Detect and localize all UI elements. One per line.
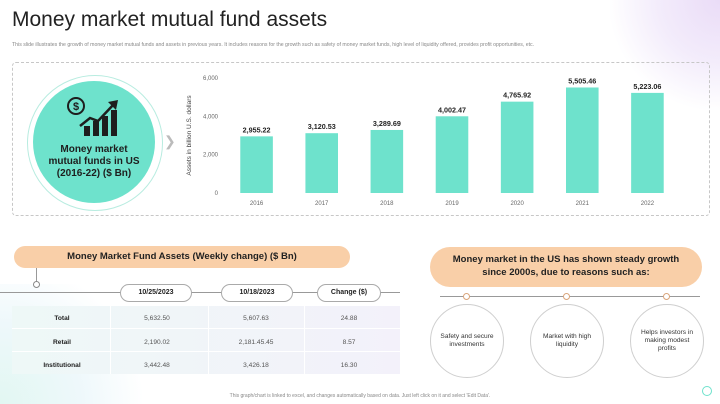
data-label: 3,120.53 — [308, 122, 336, 131]
y-tick-label: 0 — [215, 191, 219, 197]
table-cell: 5,632.50 — [144, 315, 170, 322]
table-row-label: Institutional — [43, 362, 81, 369]
table-row-label: Total — [54, 315, 70, 322]
reason-text: Helps investors in making modest profits — [640, 329, 694, 352]
timeline-dot — [563, 293, 570, 300]
data-label: 5,505.46 — [568, 76, 596, 85]
logo-icon — [702, 386, 712, 396]
data-label: 3,289.69 — [373, 119, 401, 128]
x-tick-label: 2017 — [315, 201, 329, 207]
bar — [305, 133, 338, 193]
reason-text: Market with high liquidity — [542, 333, 591, 348]
reason-text: Safety and secure investments — [440, 333, 494, 348]
bar-chart: Assets in billion U.S. dollars 0 2,000 4,00… — [186, 76, 664, 207]
column-header: 10/18/2023 — [221, 284, 293, 302]
table-cell: 2,190.02 — [144, 339, 170, 346]
table-cell: 24.88 — [340, 315, 358, 322]
table-title-pill: Money Market Fund Assets (Weekly change)… — [14, 246, 350, 268]
table-cell: 5,607.63 — [243, 315, 269, 322]
timeline-dot — [663, 293, 670, 300]
data-label: 5,223.06 — [633, 82, 661, 91]
x-tick-label: 2021 — [576, 201, 590, 207]
circle-badge — [33, 81, 155, 203]
x-tick-label: 2018 — [380, 201, 394, 207]
data-label: 4,002.47 — [438, 105, 466, 114]
circle-label: Money market mutual funds in US (2016-22… — [48, 144, 140, 179]
x-tick-label: 2019 — [445, 201, 459, 207]
data-table — [12, 306, 400, 374]
x-tick-label: 2016 — [250, 201, 264, 207]
connector-dot — [33, 281, 40, 288]
corner-decoration — [610, 0, 720, 110]
column-header: 10/25/2023 — [120, 284, 192, 302]
y-axis-label: Assets in billion U.S. dollars — [186, 95, 193, 176]
column-header: Change ($) — [317, 284, 381, 302]
table-row-label: Retail — [53, 339, 71, 346]
svg-text:$: $ — [73, 101, 79, 113]
reasons-timeline — [440, 296, 700, 297]
bar — [566, 87, 599, 193]
slide-subtitle: This slide illustrates the growth of mon… — [12, 42, 535, 48]
bar — [370, 129, 404, 193]
arrow-right-icon: ❯ — [164, 133, 176, 149]
reason-circle: Helps investors in making modest profits — [630, 304, 704, 378]
table-cell: 3,426.18 — [243, 362, 269, 369]
table-cell: 16.30 — [340, 362, 358, 369]
bar — [435, 116, 469, 193]
x-tick-label: 2022 — [641, 201, 655, 207]
table-cell: 8.57 — [342, 339, 356, 346]
reasons-title-pill: Money market in the US has shown steady … — [430, 247, 702, 287]
chart-panel — [12, 62, 710, 216]
bar — [631, 92, 664, 193]
y-tick-label: 2,000 — [203, 153, 219, 159]
data-label: 4,765.92 — [503, 91, 531, 100]
reason-circle: Safety and secure investments — [430, 304, 504, 378]
bar — [240, 136, 273, 193]
table-cell: 2,181.45.45 — [238, 339, 274, 346]
data-label: 2,955.22 — [243, 125, 271, 134]
dollar-growth-chart-icon: $ — [67, 97, 118, 136]
table-cell: 3,442.48 — [144, 362, 170, 369]
connector-line — [36, 268, 37, 282]
y-tick-label: 4,000 — [203, 114, 219, 120]
timeline-line — [0, 292, 400, 293]
y-tick-label: 6,000 — [203, 76, 219, 82]
timeline-dot — [463, 293, 470, 300]
footer-note: This graph/chart is linked to excel, and… — [229, 393, 491, 399]
circle-outline — [27, 75, 163, 211]
bar — [500, 101, 534, 193]
reason-circle: Market with high liquidity — [530, 304, 604, 378]
x-tick-label: 2020 — [510, 201, 524, 207]
slide-title: Money market mutual fund assets — [12, 8, 328, 31]
